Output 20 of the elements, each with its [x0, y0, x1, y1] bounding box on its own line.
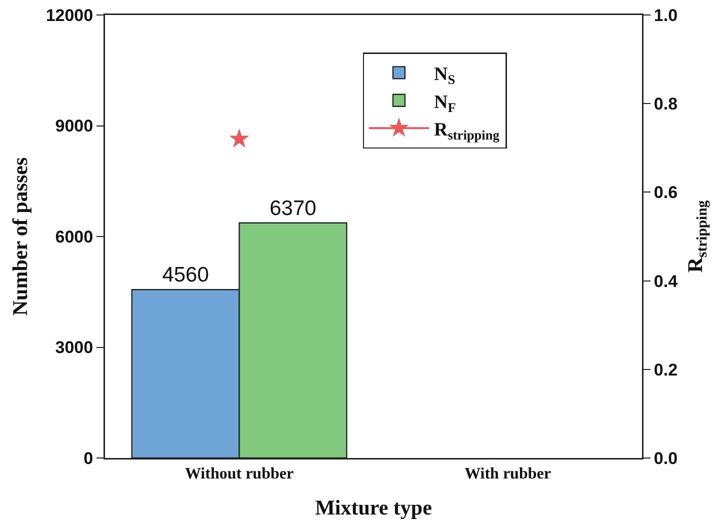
x-axis-title: Mixture type — [315, 496, 432, 520]
legend-label: N$_{S}$ — [434, 64, 456, 88]
y-tick-label: 0 — [84, 448, 94, 468]
y2-tick-label: 0.2 — [654, 360, 678, 380]
data-label: 6370 — [270, 196, 316, 220]
y-axis-title: Number of passes — [8, 157, 32, 316]
x-tick-label: Without rubber — [184, 466, 294, 483]
x-tick-label: With rubber — [464, 466, 551, 483]
y2-tick-label: 0.4 — [654, 272, 678, 291]
y2-tick-label: 0.8 — [654, 94, 678, 114]
y-tick-label: 12000 — [46, 6, 94, 25]
y2-tick-label: 0.0 — [654, 448, 678, 468]
y2-tick-label: 0.6 — [654, 183, 678, 202]
legend-label: R$_{stripping}$ — [434, 120, 500, 143]
y-tick-label: 3000 — [55, 338, 94, 358]
legend-label: N$_{F}$ — [434, 92, 456, 115]
data-label: 4560 — [162, 264, 209, 287]
y2-tick-label: 1.0 — [654, 6, 678, 25]
y-tick-label: 9000 — [55, 116, 94, 136]
y-tick-label: 6000 — [55, 227, 94, 246]
